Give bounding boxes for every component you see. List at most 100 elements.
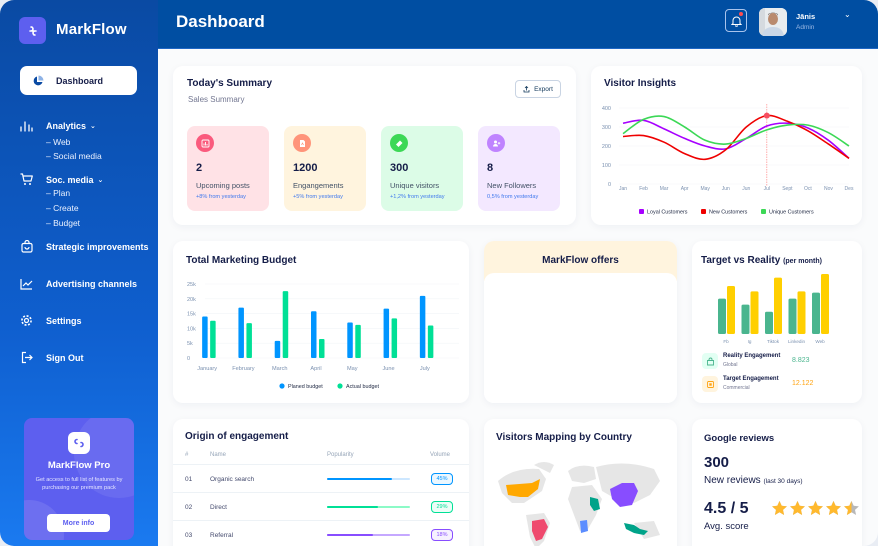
bar-target [727, 286, 735, 334]
sidebar-subitem-budget[interactable]: – Budget [46, 218, 81, 228]
legend-label: Loyal Customers [647, 210, 688, 216]
stat-label: Unique visitors [390, 181, 440, 190]
more-info-button[interactable]: More info [47, 514, 110, 532]
bar-target [797, 291, 806, 334]
y-tick-label: 400 [602, 106, 611, 112]
row-number: 03 [185, 532, 193, 539]
row-name: Organic search [210, 476, 255, 483]
table-row[interactable]: 01 Organic search 45% [173, 464, 469, 492]
legend-subtitle: Global [723, 362, 738, 368]
table-row[interactable]: 02 Direct 29% [173, 492, 469, 520]
sidebar-subitem-plan[interactable]: – Plan [46, 188, 71, 198]
popularity-fill [327, 506, 378, 508]
gear-icon [20, 314, 33, 327]
notifications-button[interactable] [725, 9, 747, 32]
sidebar-subitem-create[interactable]: – Create [46, 203, 79, 213]
card-subtitle: Sales Summary [188, 95, 245, 104]
sidebar-subitem-web[interactable]: – Web [46, 137, 71, 147]
stat-label: New Followers [487, 181, 537, 190]
export-button[interactable]: Export [515, 80, 561, 98]
cart-icon [20, 173, 33, 186]
bar-planed-budget [347, 322, 353, 358]
legend-subtitle: Commercial [723, 385, 750, 391]
volume-badge: 18% [431, 529, 453, 541]
sidebar-item-sign-out[interactable]: Sign Out [20, 351, 84, 364]
sidebar-subitem-social-media[interactable]: – Social media [46, 151, 102, 161]
legend-swatch [761, 209, 766, 214]
visitors-mapping-card: Visitors Mapping by Country [484, 419, 677, 546]
export-label: Export [534, 85, 553, 93]
star-icon [790, 501, 805, 515]
stat-card: 2 Upcoming posts +8% from yesterday [187, 126, 269, 211]
sidebar-item-label: Strategic improvements [46, 241, 149, 252]
visitor-insights-chart: 0 100 200 300 400 Jan Feb Mar Apr May Jun Jun Jul Sep… [602, 104, 854, 216]
column-header-popularity: Popularity [327, 452, 354, 458]
popularity-bar [327, 478, 410, 480]
target-vs-reality-chart: Fb Ig Tiktok Linkedin Web [718, 274, 829, 344]
pie-chart-icon [32, 75, 44, 87]
sidebar-item-analytics[interactable]: Analytics ⌄ [20, 119, 96, 132]
notification-dot [739, 12, 743, 16]
sidebar-item-label: Sign Out [46, 352, 84, 363]
sidebar-item-advertising-channels[interactable]: Advertising channels [20, 277, 137, 290]
series-line-loyal-customers [622, 119, 850, 159]
x-tick-label: Feb [639, 186, 648, 192]
target-engagement-row: Target Engagement Commercial 12.122 [702, 376, 852, 396]
x-tick-label: Jan [619, 186, 627, 192]
bar-reality [788, 298, 797, 334]
card-title: Visitors Mapping by Country [496, 432, 632, 443]
y-tick-label: 10k [187, 326, 196, 332]
stat-value: 8 [487, 162, 494, 174]
x-tick-label: Ig [748, 339, 752, 344]
x-tick-label: March [272, 366, 288, 372]
stat-label: Engangements [293, 181, 344, 190]
y-tick-label: 300 [602, 125, 611, 131]
stat-label: Upcoming posts [196, 181, 250, 190]
table-row[interactable]: 03 Referral 18% [173, 520, 469, 546]
bell-icon [730, 16, 742, 27]
review-count: 300 [704, 454, 730, 471]
ticket-icon [702, 376, 718, 392]
marketing-budget-card: Total Marketing Budget 0 5k 10k 15k 20k 25k Ja… [173, 241, 469, 403]
stat-value: 1200 [293, 162, 318, 174]
chevron-down-icon[interactable]: ⌄ [844, 10, 851, 19]
popularity-bar [327, 506, 410, 508]
x-tick-label: Jun [722, 186, 730, 192]
sidebar-item-soc-media[interactable]: Soc. media ⌄ [20, 173, 103, 186]
row-number: 01 [185, 476, 193, 483]
x-tick-label: Nov [824, 186, 833, 192]
page-title: Dashboard [176, 12, 265, 31]
sidebar-item-dashboard[interactable]: Dashboard [20, 66, 137, 95]
map-country-china [610, 483, 638, 507]
star-icon [772, 501, 787, 515]
bag-icon [702, 353, 718, 369]
logo-icon[interactable] [19, 17, 46, 44]
map-landmass [498, 462, 660, 546]
x-tick-label: Mar [660, 186, 669, 192]
card-title: Today's Summary [187, 78, 272, 89]
promo-title: MarkFlow Pro [47, 460, 111, 471]
promo-card: MarkFlow Pro Get access to full list of … [24, 418, 134, 540]
sidebar-item-label: Advertising channels [46, 278, 138, 289]
y-tick-label: 200 [602, 144, 611, 150]
column-header-number: # [185, 452, 189, 458]
card-title: MarkFlow offers [542, 255, 619, 266]
review-count-label: New reviews (last 30 days) [704, 475, 803, 486]
star-rating [771, 500, 861, 517]
sidebar-item-strategic-improvements[interactable]: Strategic improvements [20, 240, 149, 253]
row-name: Direct [210, 504, 227, 511]
sidebar-item-label: Dashboard [56, 75, 104, 86]
offers-body [484, 273, 677, 403]
avatar[interactable] [759, 8, 787, 36]
legend-label: New Customers [709, 210, 748, 216]
sidebar-item-settings[interactable]: Settings [20, 314, 82, 327]
bar-actual-budget [355, 324, 361, 358]
target-vs-reality-card: Target vs Reality (per month) Fb Ig Tiktok… [692, 241, 862, 403]
x-tick-label: Jul [764, 186, 770, 192]
card-title-text: Target vs Reality [701, 255, 781, 266]
volume-badge: 29% [431, 501, 453, 513]
bar-chart-icon [20, 119, 33, 132]
y-tick-label: 15k [187, 312, 196, 318]
y-tick-label: 25k [187, 282, 196, 288]
x-tick-label: Linkedin [788, 339, 806, 344]
